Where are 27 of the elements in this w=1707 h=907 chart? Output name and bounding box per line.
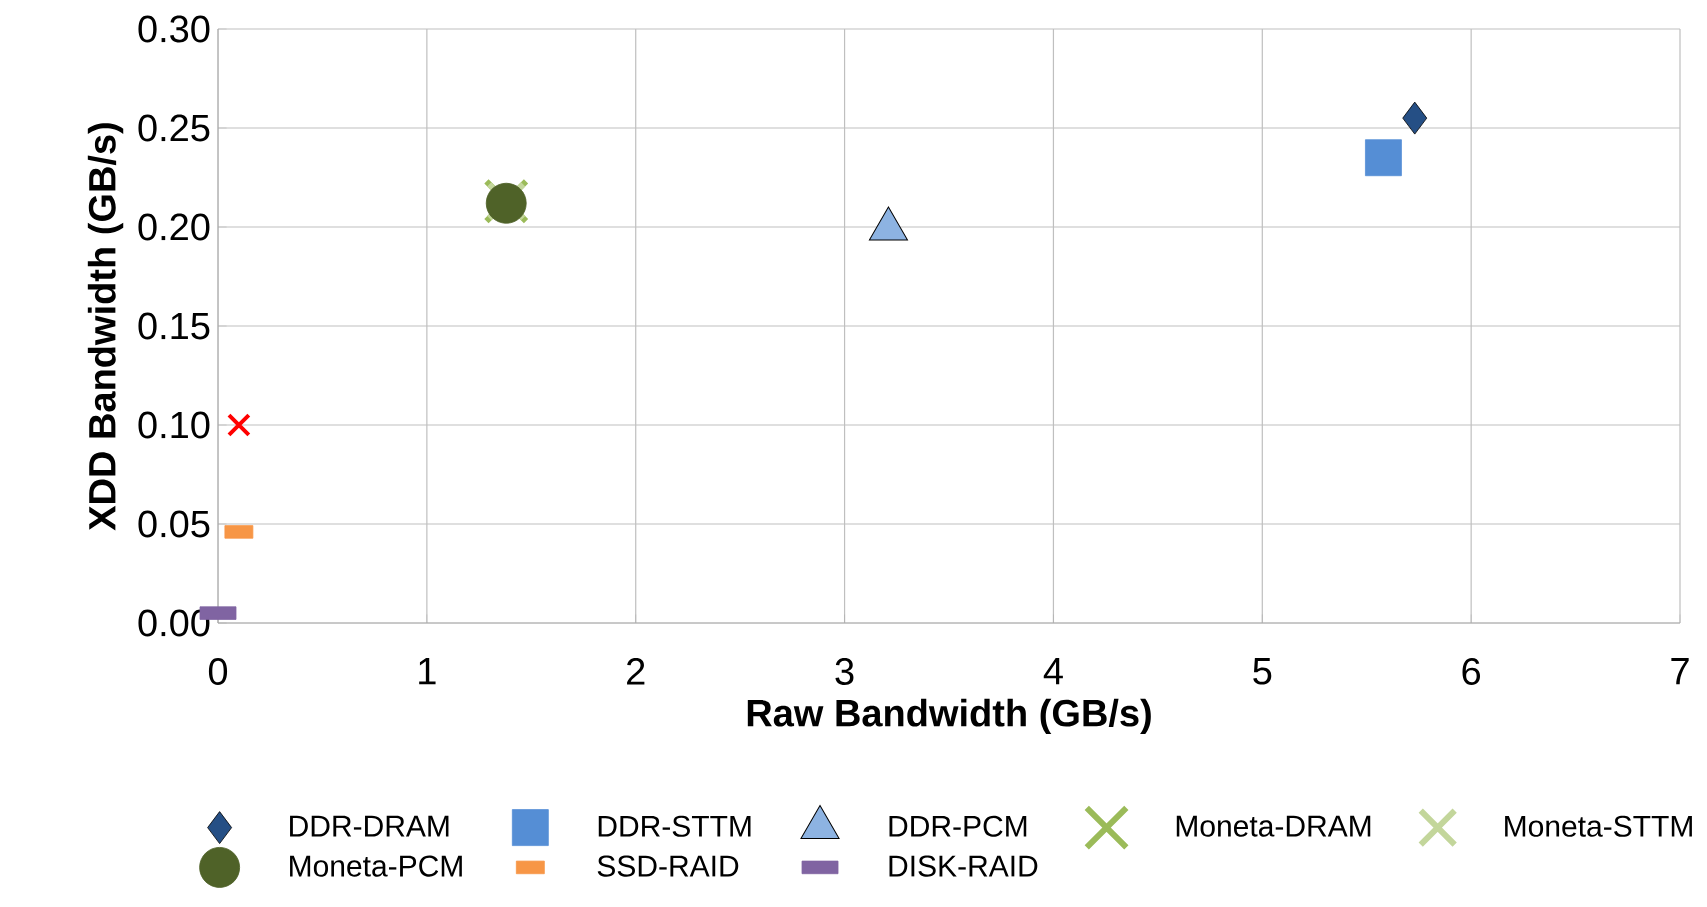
- legend-label: Moneta-PCM: [290, 855, 462, 877]
- y-tick-label: 0.15: [138, 312, 210, 340]
- legend-label: DDR-STTM: [598, 815, 751, 837]
- point: [1365, 139, 1402, 177]
- x-tick-label: 1: [419, 658, 436, 685]
- legend-label: DISK-RAID: [889, 855, 1038, 877]
- x-tick-label: 6: [1462, 658, 1481, 685]
- y-axis-title: XDD Bandwidth (GB/s): [87, 123, 124, 531]
- x-axis-title: Raw Bandwidth (GB/s): [747, 698, 1151, 735]
- y-tick-label: 0.05: [138, 510, 210, 538]
- legend-label: DDR-PCM: [889, 815, 1027, 837]
- point: [1402, 101, 1428, 135]
- legend-label: SSD-RAID: [597, 855, 739, 877]
- y-tick-label: 0.25: [138, 114, 210, 142]
- x-tick-label: 3: [835, 658, 854, 685]
- point: [227, 413, 251, 437]
- legend-label: Moneta-STTM: [1505, 815, 1692, 837]
- x-tick-label: 2: [627, 658, 645, 685]
- y-tick-label: 0.30: [138, 15, 210, 43]
- x-tick-label: 4: [1043, 658, 1063, 685]
- x-tick-label: 0: [208, 658, 228, 685]
- x-tick-label: 7: [1671, 658, 1689, 685]
- legend-label: DDR-DRAM: [290, 815, 449, 837]
- x-tick-label: 5: [1253, 658, 1272, 685]
- y-tick-label: 0.10: [138, 411, 210, 439]
- legend-label: Moneta-DRAM: [1176, 815, 1371, 837]
- y-tick-label: 0.20: [138, 213, 210, 241]
